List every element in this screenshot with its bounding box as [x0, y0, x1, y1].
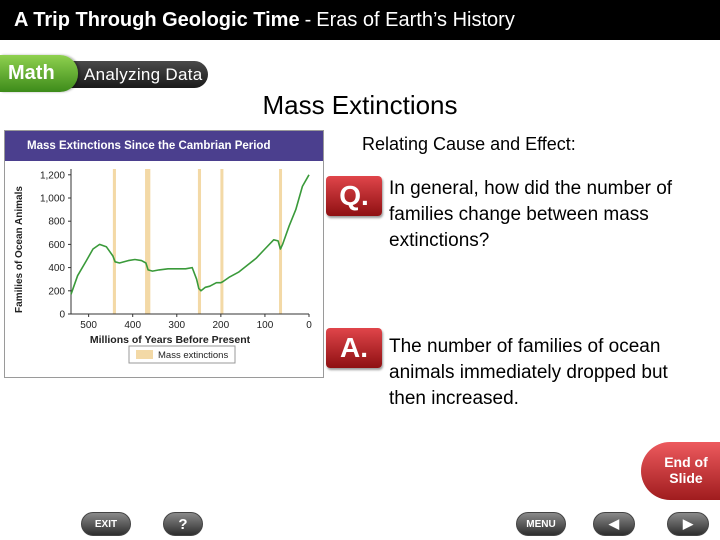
y-tick-label: 200 — [48, 286, 65, 297]
answer-text: The number of families of ocean animals … — [389, 336, 668, 409]
x-tick-label: 500 — [80, 320, 97, 331]
question-text: In general, how did the number of famili… — [389, 178, 673, 251]
y-tick-label: 0 — [59, 310, 65, 321]
relating-heading: Relating Cause and Effect: — [362, 134, 576, 154]
legend-box — [128, 345, 236, 364]
x-tick-label: 200 — [213, 320, 230, 331]
math-label: Math — [0, 55, 78, 92]
header-title-rest: Eras of Earth’s History — [316, 8, 515, 31]
extinction-band — [197, 169, 202, 314]
y-tick-label: 400 — [48, 263, 65, 274]
analyzing-data-label: Analyzing Data — [60, 61, 208, 88]
extinction-band — [279, 169, 283, 314]
end-of-slide-button[interactable]: End of Slide — [641, 442, 720, 500]
header-title-bold: A Trip Through Geologic Time — [14, 8, 300, 31]
y-axis-label: Families of Ocean Animals — [14, 186, 25, 313]
extinction-band — [220, 169, 224, 314]
x-tick-label: 0 — [306, 320, 312, 331]
legend-label: Mass extinctions — [158, 350, 228, 361]
y-tick-label: 1,200 — [40, 170, 65, 181]
answer-badge[interactable]: A. — [326, 328, 382, 368]
help-button[interactable]: ? — [163, 512, 203, 536]
slide-title: Mass Extinctions — [262, 90, 458, 120]
next-arrow-button[interactable]: ▶ — [667, 512, 709, 536]
families-line — [70, 174, 310, 295]
x-axis-label: Millions of Years Before Present — [90, 334, 251, 346]
end-of-slide-line2: Slide — [669, 470, 703, 486]
extinction-band — [112, 169, 116, 314]
x-tick-label: 300 — [168, 320, 185, 331]
extinction-band — [145, 169, 151, 314]
back-arrow-button[interactable]: ◀ — [593, 512, 635, 536]
x-tick-label: 100 — [257, 320, 274, 331]
question-badge: Q. — [326, 176, 382, 216]
y-tick-label: 800 — [48, 217, 65, 228]
end-of-slide-line1: End of — [664, 454, 708, 470]
chart-panel: Mass Extinctions Since the Cambrian Peri… — [4, 130, 324, 378]
exit-button[interactable]: EXIT — [81, 512, 131, 536]
menu-button[interactable]: MENU — [516, 512, 566, 536]
y-tick-label: 1,000 — [40, 194, 65, 205]
header-separator: - — [304, 8, 312, 31]
chart-title: Mass Extinctions Since the Cambrian Peri… — [5, 131, 323, 161]
x-tick-label: 400 — [124, 320, 141, 331]
slide-header: A Trip Through Geologic Time - Eras of E… — [0, 0, 720, 40]
math-banner: Math Analyzing Data — [0, 55, 210, 92]
mass-extinctions-chart: 0 200 400 600 800 1,000 1,200 500 400 300 200 100 0 M… — [14, 169, 312, 364]
y-tick-label: 600 — [48, 240, 65, 251]
legend-swatch — [136, 350, 153, 359]
